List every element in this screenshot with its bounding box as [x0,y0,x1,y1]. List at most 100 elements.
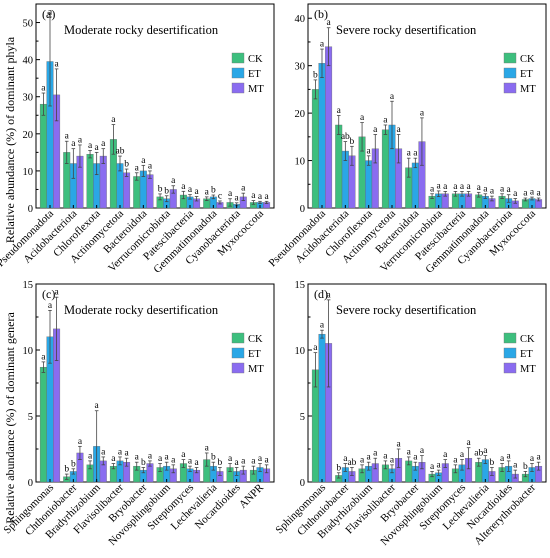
legend-swatch [503,332,517,344]
significance-letter: a [466,182,471,192]
significance-letter: a [536,453,541,463]
significance-letter: a [228,454,233,464]
legend-label: MT [248,364,264,375]
panel-label: (c) [42,287,55,301]
significance-letter: a [313,343,318,353]
significance-letter: a [251,191,256,201]
significance-letter: a [141,156,146,166]
significance-letter: a [443,182,448,192]
significance-letter: a [101,447,106,457]
legend-swatch [503,67,517,79]
significance-letter: ab [341,132,350,142]
panel-label: (a) [42,7,55,21]
y-tick-label: 20 [295,109,306,120]
y-tick-label: 15 [23,280,34,291]
legend-label: ET [520,69,533,80]
y-tick-label: 0 [28,204,33,215]
significance-letter: a [228,189,233,199]
bar [311,89,319,209]
y-tick-label: 40 [23,56,34,67]
panel-label: (d) [314,287,328,301]
y-tick-label: 20 [23,130,34,141]
significance-letter: a [165,453,170,463]
y-tick-label: 0 [28,478,33,489]
legend-label: CK [520,54,535,65]
significance-letter: a [235,193,240,203]
significance-letter: a [205,443,210,453]
significance-letter: b [523,462,528,472]
significance-letter: a [430,462,435,472]
significance-letter: a [95,143,100,153]
chart-panel: 0 10 20 30 40 (b) Severe rocky desertification… [266,3,547,276]
significance-letter: a [95,401,100,411]
y-tick-label: 0 [300,478,305,489]
legend-swatch [231,52,245,64]
panel-title: Severe rocky desertification [336,23,477,37]
legend-swatch [231,332,245,344]
panel-title: Severe rocky desertification [336,303,477,317]
significance-letter: a [437,181,442,191]
significance-letter: a [264,192,269,202]
significance-letter: a [477,183,482,193]
significance-letter: a [158,454,163,464]
significance-letter: a [181,182,186,192]
significance-letter: b [211,186,216,196]
significance-letter: a [88,451,93,461]
bar [318,63,326,209]
legend-swatch [503,347,517,359]
significance-letter: a [320,321,325,331]
significance-letter: a [48,7,53,17]
significance-letter: a [205,187,210,197]
significance-letter: a [118,447,123,457]
significance-letter: a [41,352,46,362]
significance-letter: a [500,454,505,464]
bar [325,46,333,209]
y-tick-label: 10 [295,157,306,168]
significance-letter: a [453,182,458,192]
significance-letter: a [171,176,176,186]
significance-letter: a [88,141,93,151]
significance-letter: a [530,188,535,198]
significance-letter: a [148,451,153,461]
significance-letter: a [241,184,246,194]
chart-panel: 0 10 20 30 40 50 (a) Moderate rocky desertifica… [0,3,275,276]
bar [318,333,326,483]
significance-letter: a [188,185,193,195]
significance-letter: a [194,458,199,468]
chart-panel: 0 5 10 15 (c) Moderate rocky desertification C… [1,280,275,548]
significance-letter: a [171,455,176,465]
y-tick-label: 30 [295,62,306,73]
significance-letter: b [313,70,318,80]
significance-letter: a [360,455,365,465]
significance-letter: a [420,446,425,456]
y-axis-label-phyla: Relative abundance (%) of dominant phyla [3,36,17,243]
legend-swatch [231,362,245,374]
significance-letter: a [181,450,186,460]
legend-swatch [231,67,245,79]
significance-letter: a [407,447,412,457]
y-tick-label: 40 [295,14,306,25]
category-label: ANPR [237,481,267,511]
bar [411,162,419,209]
significance-letter: a [367,146,372,156]
significance-letter: a [507,185,512,195]
significance-letter: b [164,186,169,196]
significance-letter: a [78,135,83,145]
significance-letter: b [218,458,223,468]
significance-letter: a [513,461,518,471]
significance-letter: a [320,40,325,50]
significance-letter: b [350,137,355,147]
significance-letter: a [413,149,418,159]
legend-label: ET [248,69,261,80]
significance-letter: a [251,457,256,467]
y-tick-label: 5 [300,412,305,423]
significance-letter: b [124,160,129,170]
significance-letter: a [65,132,70,142]
significance-letter: a [383,115,388,125]
significance-letter: a [530,454,535,464]
significance-letter: a [235,458,240,468]
significance-letter: a [407,149,412,159]
significance-letter: a [194,187,199,197]
significance-letter: a [326,290,331,300]
